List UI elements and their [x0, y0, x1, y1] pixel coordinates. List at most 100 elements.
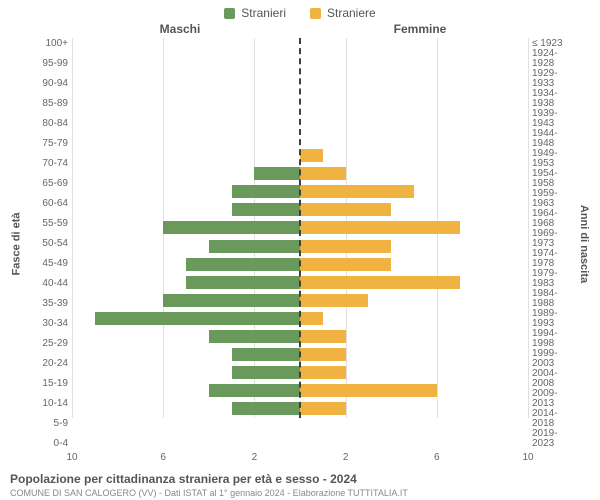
- male-bar: [232, 348, 300, 361]
- female-bar: [300, 384, 437, 397]
- female-bar: [300, 330, 346, 343]
- age-tick: 65-69: [24, 179, 72, 189]
- birth-year-tick: 1949-1953: [528, 149, 576, 169]
- bar-row: [300, 328, 528, 346]
- age-tick: 15-19: [24, 379, 72, 389]
- age-tick: 60-64: [24, 199, 72, 209]
- bar-row: [72, 273, 300, 291]
- bar-row: [72, 165, 300, 183]
- bar-row: [300, 38, 528, 56]
- x-tick-label: 10: [66, 452, 77, 463]
- female-bar: [300, 203, 391, 216]
- age-tick: 40-44: [24, 279, 72, 289]
- female-bar: [300, 185, 414, 198]
- col-title-male: Maschi: [60, 22, 300, 36]
- plot-area: [72, 38, 528, 418]
- bar-row: [300, 382, 528, 400]
- male-bar: [163, 221, 300, 234]
- bar-row: [300, 92, 528, 110]
- male-bar: [95, 312, 300, 325]
- x-axis-left: 1062: [72, 452, 300, 466]
- birth-year-tick: 1964-1968: [528, 209, 576, 229]
- birth-year-tick: 1994-1998: [528, 329, 576, 349]
- birth-year-tick: 2009-2013: [528, 389, 576, 409]
- bar-row: [72, 38, 300, 56]
- age-tick: 90-94: [24, 79, 72, 89]
- bar-row: [72, 346, 300, 364]
- female-bar: [300, 167, 346, 180]
- bar-row: [300, 147, 528, 165]
- col-title-female: Femmine: [300, 22, 540, 36]
- x-tick-label: 10: [522, 452, 533, 463]
- birth-year-tick: 1934-1938: [528, 89, 576, 109]
- birth-year-tick: 1979-1983: [528, 269, 576, 289]
- birth-year-tick: 2019-2023: [528, 429, 576, 449]
- age-tick: 10-14: [24, 399, 72, 409]
- female-bar: [300, 258, 391, 271]
- bar-row: [300, 255, 528, 273]
- bar-row: [300, 309, 528, 327]
- birth-year-tick: 2014-2018: [528, 409, 576, 429]
- age-tick: 25-29: [24, 339, 72, 349]
- male-half: [72, 38, 300, 418]
- y-axis-label-left: Fasce di età: [8, 38, 24, 450]
- chart-subtitle: COMUNE DI SAN CALOGERO (VV) - Dati ISTAT…: [10, 488, 590, 498]
- center-divider: [299, 38, 301, 418]
- age-tick: 80-84: [24, 119, 72, 129]
- bar-row: [300, 273, 528, 291]
- age-tick: 95-99: [24, 59, 72, 69]
- male-bar: [209, 240, 300, 253]
- legend-item-male: Stranieri: [224, 6, 286, 20]
- female-bar: [300, 294, 368, 307]
- age-tick: 70-74: [24, 159, 72, 169]
- bar-row: [300, 237, 528, 255]
- bar-row: [72, 92, 300, 110]
- bar-row: [300, 110, 528, 128]
- birth-year-tick: 1959-1963: [528, 189, 576, 209]
- swatch-male: [224, 8, 235, 19]
- x-tick-label: 2: [252, 452, 258, 463]
- male-bar: [232, 185, 300, 198]
- bar-row: [300, 74, 528, 92]
- bar-row: [72, 74, 300, 92]
- legend: Stranieri Straniere: [0, 0, 600, 22]
- bar-row: [72, 309, 300, 327]
- birth-year-tick: 1989-1993: [528, 309, 576, 329]
- column-titles: Maschi Femmine: [0, 22, 600, 38]
- age-tick: 45-49: [24, 259, 72, 269]
- legend-item-female: Straniere: [310, 6, 376, 20]
- male-bar: [209, 384, 300, 397]
- bar-row: [72, 400, 300, 418]
- male-bar: [232, 366, 300, 379]
- bar-row: [72, 382, 300, 400]
- legend-label-male: Stranieri: [241, 6, 286, 20]
- bar-row: [300, 400, 528, 418]
- x-axis: 1062 2610: [0, 450, 600, 466]
- footer: Popolazione per cittadinanza straniera p…: [0, 466, 600, 498]
- female-bar: [300, 402, 346, 415]
- birth-year-tick: 1954-1958: [528, 169, 576, 189]
- bar-row: [300, 346, 528, 364]
- bar-row: [72, 183, 300, 201]
- female-bar: [300, 149, 323, 162]
- age-tick: 35-39: [24, 299, 72, 309]
- age-tick: 100+: [24, 39, 72, 49]
- bar-row: [300, 128, 528, 146]
- bar-row: [72, 110, 300, 128]
- male-bar: [163, 294, 300, 307]
- bar-row: [300, 165, 528, 183]
- birth-year-tick: 1944-1948: [528, 129, 576, 149]
- x-tick-label: 6: [160, 452, 166, 463]
- male-bar: [232, 203, 300, 216]
- bar-row: [72, 328, 300, 346]
- age-group-ticks: 100+95-9990-9485-8980-8475-7970-7465-696…: [24, 38, 72, 450]
- bar-row: [72, 201, 300, 219]
- chart-title: Popolazione per cittadinanza straniera p…: [10, 472, 590, 486]
- male-bar: [186, 276, 300, 289]
- age-tick: 50-54: [24, 239, 72, 249]
- legend-label-female: Straniere: [327, 6, 376, 20]
- female-half: [300, 38, 528, 418]
- birth-year-tick: 1974-1978: [528, 249, 576, 269]
- bar-row: [72, 364, 300, 382]
- birth-year-tick: 1969-1973: [528, 229, 576, 249]
